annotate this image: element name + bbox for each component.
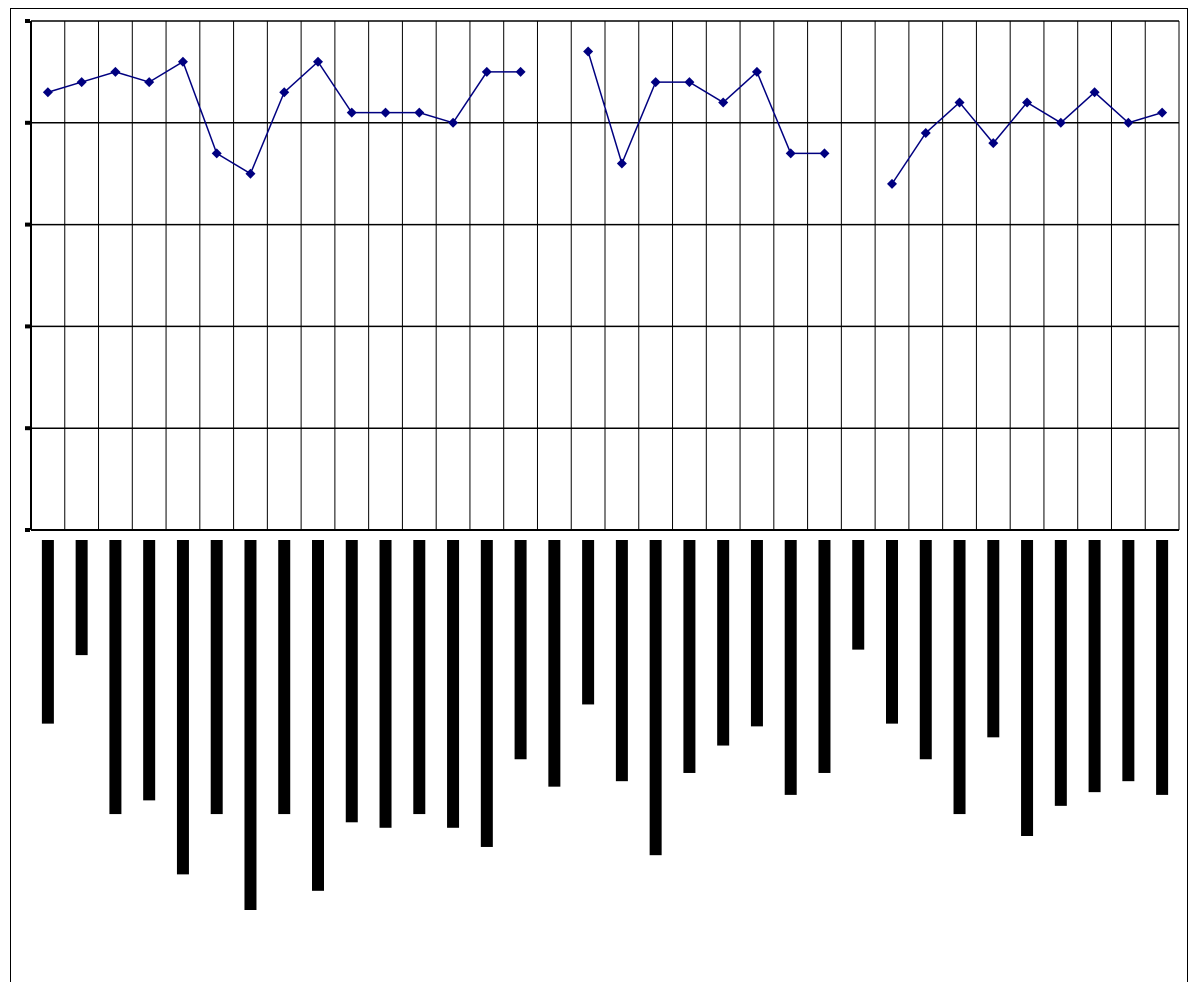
category-label-box xyxy=(615,540,628,782)
category-label-box xyxy=(1122,540,1135,782)
category-label-box xyxy=(41,540,54,724)
data-point xyxy=(1123,117,1134,128)
category-label-box xyxy=(886,540,898,724)
data-point xyxy=(110,66,121,77)
series-line xyxy=(47,60,521,175)
series-layer xyxy=(42,46,1168,189)
category-label-box xyxy=(143,540,156,801)
category-label-box xyxy=(278,540,291,815)
category-label-box xyxy=(379,540,392,828)
category-label-box xyxy=(818,540,831,773)
y-tick xyxy=(25,528,30,532)
category-label-box xyxy=(750,540,763,727)
data-point xyxy=(988,138,999,149)
y-tick xyxy=(25,324,30,329)
data-point xyxy=(42,87,53,98)
data-point xyxy=(380,107,391,118)
grid-layer xyxy=(30,20,1180,531)
category-label-box xyxy=(1021,540,1034,836)
data-point xyxy=(144,77,155,88)
data-point xyxy=(819,148,830,159)
data-point xyxy=(684,77,695,88)
category-label-box xyxy=(176,540,189,875)
data-point xyxy=(1022,97,1033,108)
chart-frame xyxy=(10,8,1188,982)
data-point xyxy=(616,158,627,169)
category-label-box xyxy=(109,540,122,815)
category-label-box xyxy=(1054,540,1067,806)
axis-layer xyxy=(25,19,1179,532)
data-point xyxy=(211,148,222,159)
category-label-box xyxy=(1088,540,1101,793)
data-point xyxy=(177,56,188,67)
category-label-box xyxy=(413,540,426,815)
category-label-box xyxy=(345,540,358,823)
category-label-box xyxy=(683,540,696,773)
category-label-box xyxy=(244,540,257,910)
category-label-box xyxy=(784,540,797,795)
data-point xyxy=(313,56,323,67)
data-point xyxy=(515,66,526,77)
data-point xyxy=(279,87,290,98)
data-point xyxy=(448,117,459,128)
data-point xyxy=(718,97,729,108)
y-tick xyxy=(25,120,30,125)
data-point xyxy=(481,66,492,77)
category-label-box xyxy=(514,540,527,760)
category-label-box xyxy=(1156,540,1169,795)
data-point xyxy=(650,77,661,88)
data-point xyxy=(1055,117,1066,128)
category-label-box xyxy=(210,540,223,815)
category-label-box xyxy=(582,540,595,705)
y-tick xyxy=(25,222,30,227)
data-point xyxy=(1089,87,1100,98)
category-label-box xyxy=(649,540,662,856)
category-label-box xyxy=(953,540,966,815)
data-point xyxy=(245,168,256,179)
y-tick xyxy=(25,19,30,23)
category-label-layer xyxy=(41,540,1169,910)
category-label-box xyxy=(919,540,932,760)
series-line xyxy=(587,51,825,166)
category-label-box xyxy=(717,540,730,746)
category-label-box xyxy=(852,540,865,650)
data-point xyxy=(76,77,87,88)
line-chart xyxy=(25,19,1180,910)
category-label-box xyxy=(75,540,88,656)
category-label-box xyxy=(987,540,1000,738)
data-point xyxy=(346,107,357,118)
data-point xyxy=(414,107,425,118)
data-point xyxy=(785,148,796,159)
data-point xyxy=(887,178,897,189)
data-point xyxy=(583,46,594,57)
data-point xyxy=(954,97,965,108)
category-label-box xyxy=(312,540,324,891)
category-label-box xyxy=(548,540,561,787)
category-label-box xyxy=(447,540,460,828)
data-point xyxy=(751,66,762,77)
data-point xyxy=(1157,107,1168,118)
category-label-box xyxy=(480,540,493,847)
y-tick xyxy=(25,426,30,431)
